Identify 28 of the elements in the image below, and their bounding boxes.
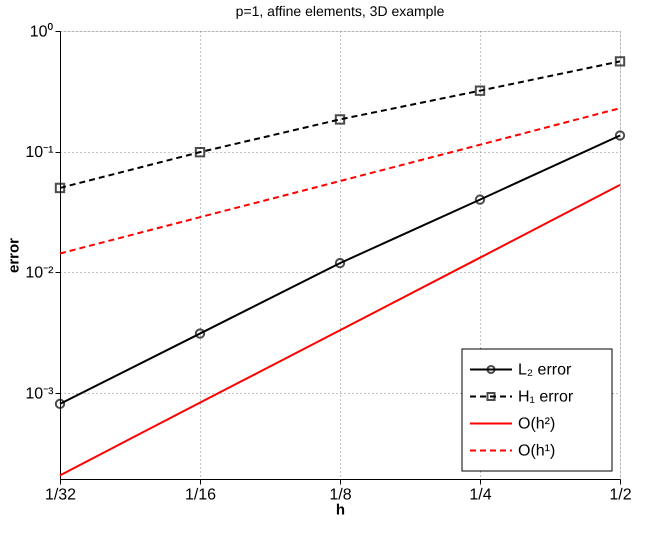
point [334,258,346,268]
point [194,328,206,339]
point [54,398,66,410]
y-tick-label: 10⁻¹ [25,144,54,162]
point [614,130,626,141]
point [334,114,346,125]
x-tick-label: 1/32 [44,486,76,504]
point [614,56,626,67]
legend-label: H₁ error [518,388,574,406]
legend-label: O(h¹) [518,442,556,460]
legend-label: O(h²) [518,416,556,432]
point [474,86,486,96]
y-tick-label: 10⁻² [25,264,54,282]
line-series [59,184,621,476]
x-tick-label: 1/4 [469,486,492,504]
chart-title: p=1, affine elements, 3D example [236,3,445,19]
legend-label: L₂ error [518,362,572,378]
line-series [59,107,621,254]
point [194,146,206,158]
point [54,182,66,194]
x-tick-label: 1/16 [184,486,216,504]
x-axis-title: h [336,502,346,518]
point [474,194,486,205]
y-axis-title: error [5,238,22,274]
x-tick-label: 1/8 [329,486,352,504]
x-tick-label: 1/2 [609,486,632,504]
y-tick-label: 10⁻³ [25,385,54,402]
y-tick-label: 10⁰ [30,22,54,40]
